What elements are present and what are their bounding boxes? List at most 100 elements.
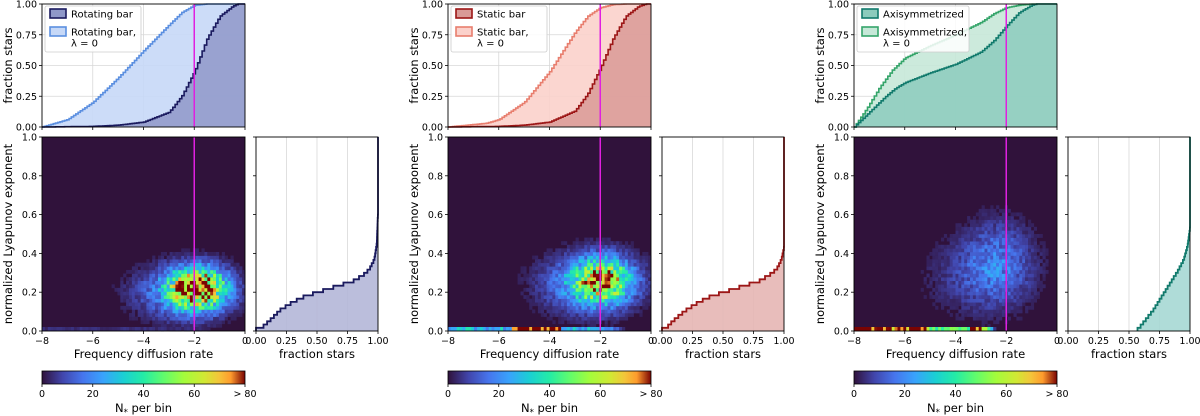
- heatmap-cell: [624, 262, 629, 267]
- heatmap-cell: [117, 287, 121, 292]
- heatmap-cell: [1030, 291, 1035, 296]
- heatmap-cell: [163, 313, 167, 317]
- heatmap-cell: [242, 280, 246, 285]
- heatmap-cell: [195, 284, 199, 289]
- heatmap-cell: [595, 269, 600, 274]
- heatmap-cell: [172, 251, 176, 256]
- heatmap-cell: [996, 273, 1000, 278]
- heatmap-cell: [546, 295, 550, 299]
- heatmap-cell: [520, 291, 524, 296]
- heatmap-cell: [964, 287, 968, 292]
- heatmap-cell: [993, 305, 997, 310]
- heatmap-cell: [561, 262, 565, 267]
- heatmap-cell: [158, 273, 162, 278]
- heatmap-cell: [181, 280, 185, 285]
- heatmap-cell: [642, 255, 646, 260]
- heatmap-cell: [1001, 298, 1006, 303]
- heatmap-cell: [131, 295, 136, 299]
- heatmap-cell: [532, 302, 536, 307]
- heatmap-cell: [149, 280, 153, 285]
- heatmap-cell: [970, 251, 974, 256]
- heatmap-cell: [213, 255, 217, 260]
- heatmap-cell: [216, 309, 220, 314]
- heatmap-cell: [172, 266, 176, 271]
- heatmap-cell: [242, 302, 246, 307]
- legend-swatch: [49, 8, 67, 19]
- heatmap-cell: [975, 255, 979, 260]
- heatmap-cell: [140, 313, 144, 317]
- heatmap-cell: [941, 291, 945, 296]
- heatmap-cell: [233, 269, 237, 274]
- heatmap-cell: [552, 255, 556, 260]
- heatmap-cell: [987, 237, 991, 242]
- heatmap-cell: [561, 298, 565, 303]
- heatmap-cell: [616, 298, 620, 303]
- heatmap-cell: [967, 277, 971, 281]
- heatmap-cell: [230, 295, 234, 299]
- heatmap-cell: [195, 259, 199, 264]
- heatmap-cell: [233, 302, 237, 307]
- heatmap-cell: [630, 277, 634, 281]
- heatmap-floor-cell: [952, 327, 956, 331]
- heatmap-cell: [975, 259, 979, 264]
- heatmap-cell: [178, 298, 182, 303]
- heatmap-cell: [941, 237, 945, 242]
- heatmap-cell: [546, 316, 550, 321]
- colorbar-tick-label: 0: [851, 389, 857, 400]
- heatmap-cell: [955, 262, 959, 267]
- heatmap-cell: [535, 262, 539, 267]
- heatmap-cell: [972, 273, 977, 278]
- heatmap-cell: [593, 251, 597, 256]
- heatmap-cell: [622, 295, 626, 299]
- heatmap-floor-cell: [975, 327, 979, 331]
- heatmap-cell: [935, 287, 939, 292]
- heatmap-cell: [1033, 291, 1037, 296]
- heatmap-floor-cell: [42, 327, 46, 331]
- heatmap-floor-cell: [517, 327, 521, 331]
- heatmap-cell: [949, 284, 953, 289]
- heatmap-cell: [224, 255, 228, 260]
- heatmap-cell: [946, 309, 950, 314]
- heatmap-cell: [613, 302, 617, 307]
- heatmap-cell: [578, 244, 582, 249]
- heatmap-cell: [517, 280, 521, 285]
- heatmap-cell: [558, 298, 562, 303]
- heatmap-cell: [624, 313, 629, 317]
- heatmap-cell: [1019, 309, 1023, 314]
- heatmap-cell: [964, 244, 968, 249]
- heatmap-cell: [221, 277, 225, 281]
- heatmap-cell: [163, 323, 167, 328]
- heatmap-cell: [564, 295, 568, 299]
- heatmap-cell: [1022, 251, 1026, 256]
- heatmap-cell: [184, 255, 188, 260]
- heatmap-cell: [952, 305, 956, 310]
- heatmap-ytick-label: 0.2: [834, 288, 849, 299]
- heatmap-cell: [149, 273, 153, 278]
- heatmap-cell: [537, 259, 542, 264]
- heatmap-cell: [633, 273, 637, 278]
- heatmap-cell: [946, 291, 950, 296]
- heatmap-cell: [1010, 234, 1014, 238]
- heatmap-cell: [549, 298, 553, 303]
- heatmap-cell: [187, 295, 191, 299]
- heatmap-cell: [604, 248, 608, 253]
- heatmap-cell: [619, 309, 623, 314]
- heatmap-cell: [622, 269, 626, 274]
- heatmap-floor-cell: [558, 327, 562, 331]
- heatmap-cell: [239, 302, 243, 307]
- heatmap-cell: [955, 259, 959, 264]
- heatmap-cell: [1016, 230, 1020, 235]
- heatmap-cell: [195, 287, 199, 292]
- heatmap-cell: [207, 302, 211, 307]
- heatmap-cell: [198, 295, 202, 299]
- heatmap-cell: [137, 269, 141, 274]
- heatmap-cell: [607, 277, 611, 281]
- legend-box: [450, 5, 548, 53]
- heatmap-cell: [607, 269, 611, 274]
- heatmap-cell: [529, 298, 533, 303]
- heatmap-cell: [239, 273, 243, 278]
- heatmap-cell: [967, 216, 971, 220]
- heatmap-cell: [158, 284, 162, 289]
- heatmap-cell: [123, 305, 127, 310]
